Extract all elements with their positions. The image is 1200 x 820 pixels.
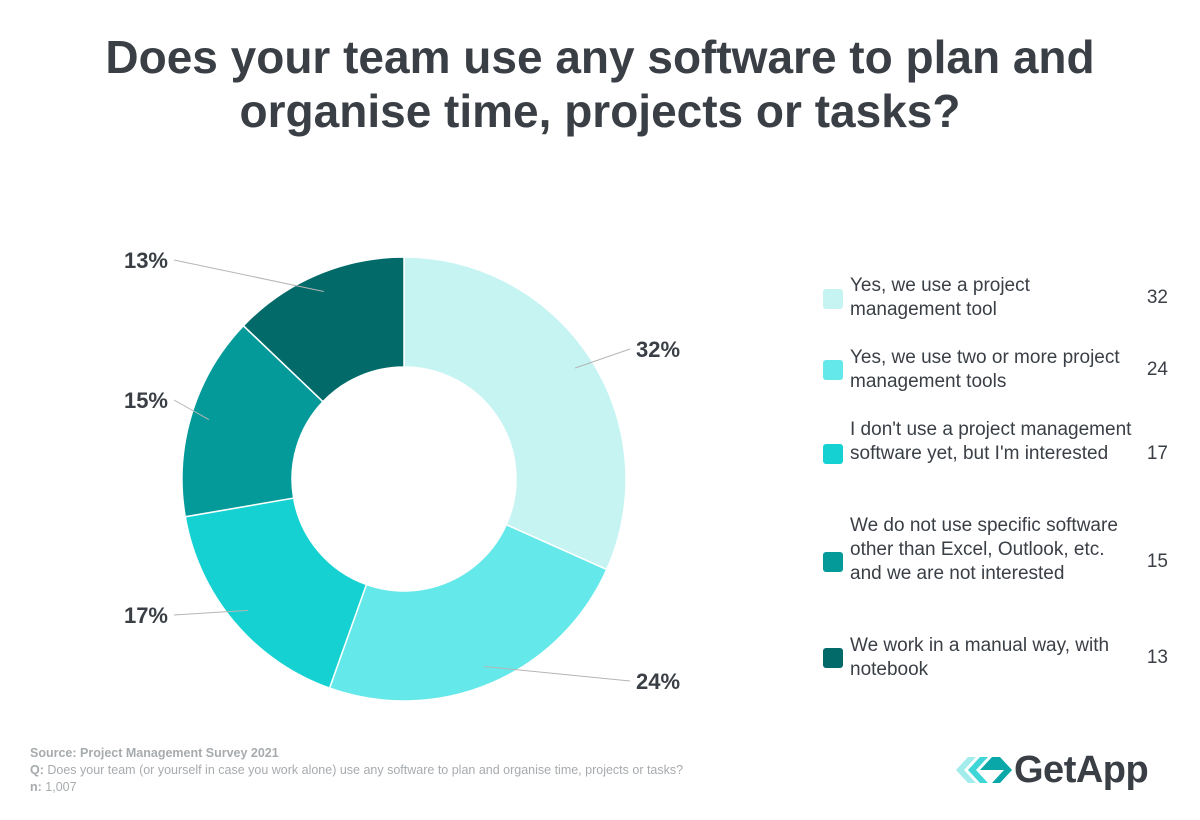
source-note: Source: Project Management Survey 2021 (30, 746, 279, 760)
slice-percent-labels: 32% 24% 17% 15% 13% (124, 248, 680, 694)
chart-title: Does your team use any software to plan … (105, 31, 1095, 137)
donut-slices (181, 256, 627, 702)
getapp-logo: GetApp (954, 748, 1164, 792)
donut-slice (184, 497, 368, 690)
legend-value: 32 (1146, 287, 1168, 308)
leader-line (574, 348, 631, 369)
legend-label: We work in a manual way, with notebook (850, 635, 1110, 680)
slice-percent-label: 17% (124, 603, 168, 628)
slice-percent-label: 32% (636, 337, 680, 362)
legend-value: 17 (1146, 443, 1168, 464)
logo-wordmark: GetApp (1014, 749, 1149, 791)
slice-percent-label: 13% (124, 248, 168, 273)
question-key: Q: (30, 763, 44, 777)
legend-value: 24 (1146, 359, 1168, 380)
sample-size-value: 1,007 (41, 780, 77, 794)
leader-line (484, 666, 631, 682)
leader-line (173, 399, 210, 421)
donut-slice (242, 256, 405, 403)
donut-slice (328, 523, 608, 702)
legend-value: 13 (1146, 647, 1168, 668)
legend-swatch (823, 360, 843, 380)
leader-line (173, 259, 324, 292)
legend-label: We do not use specific software other th… (850, 515, 1118, 584)
question-note: Q: Does your team (or yourself in case y… (30, 762, 850, 779)
slice-leader-lines (173, 259, 631, 682)
legend-label: I don't use a project management softwar… (850, 419, 1132, 464)
donut-slice (403, 256, 627, 571)
donut-slice (181, 324, 325, 518)
slice-percent-label: 24% (636, 669, 680, 694)
legend-swatch (823, 444, 843, 464)
legend-swatch (823, 289, 843, 309)
chart-footer: Source: Project Management Survey 2021 Q… (30, 745, 850, 796)
sample-size-key: n: (30, 780, 42, 794)
legend-label: Yes, we use a project management tool (850, 275, 1030, 320)
legend-value: 15 (1146, 551, 1168, 572)
question-text: Does your team (or yourself in case you … (43, 763, 684, 777)
slice-percent-label: 15% (124, 388, 168, 413)
legend-swatch (823, 648, 843, 668)
legend-swatch (823, 552, 843, 572)
sample-size-note: n: 1,007 (30, 779, 850, 796)
getapp-chevrons-icon (956, 757, 1012, 783)
leader-line (173, 609, 248, 616)
legend-label: Yes, we use two or more project manageme… (850, 347, 1120, 392)
